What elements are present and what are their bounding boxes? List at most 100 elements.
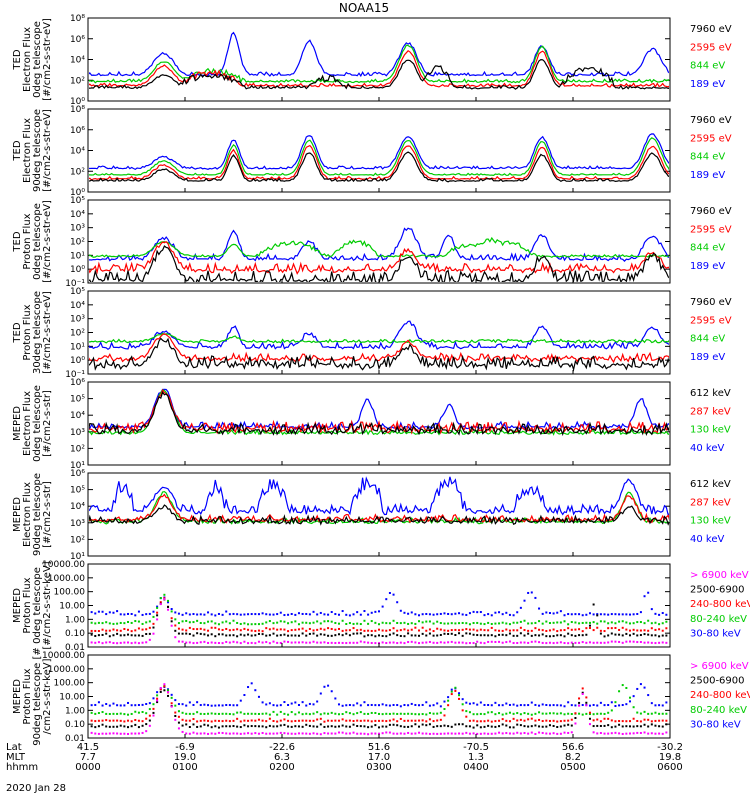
data-point [199, 732, 202, 735]
data-point [516, 629, 519, 632]
data-point [468, 628, 471, 631]
data-point [272, 725, 275, 728]
data-point [621, 725, 624, 728]
data-point [541, 629, 544, 632]
data-point [148, 724, 151, 727]
data-point [458, 697, 461, 700]
data-point [283, 614, 286, 617]
series-line [89, 137, 669, 177]
data-point [90, 633, 93, 636]
data-point [370, 611, 373, 614]
data-point [130, 720, 133, 723]
data-point [334, 732, 337, 735]
data-point [465, 628, 468, 631]
data-point [468, 702, 471, 705]
data-point [439, 732, 442, 735]
data-point [225, 725, 228, 728]
data-point [348, 725, 351, 728]
data-point [432, 720, 435, 723]
data-point [436, 613, 439, 616]
data-point [247, 613, 250, 616]
data-point [487, 711, 490, 714]
data-point [516, 723, 519, 726]
data-point [501, 723, 504, 726]
data-point [239, 642, 242, 645]
data-point [199, 725, 202, 728]
data-point [276, 634, 279, 637]
data-point [585, 621, 588, 624]
data-point [636, 731, 639, 734]
data-point [207, 629, 210, 632]
data-point [97, 634, 100, 637]
date-label: 2020 Jan 28 [6, 783, 66, 794]
y-axis-label: [#/cm2-s-str] [42, 390, 53, 457]
data-point [385, 725, 388, 728]
data-point [548, 724, 551, 727]
data-point [494, 629, 497, 632]
y-tick-label: 10⁶ [70, 126, 85, 136]
data-point [156, 694, 159, 697]
data-point [112, 719, 115, 722]
data-point [472, 633, 475, 636]
data-point [538, 607, 541, 610]
data-point [279, 628, 282, 631]
data-point [385, 635, 388, 638]
data-point [305, 634, 308, 637]
data-point [592, 725, 595, 728]
data-point [578, 697, 581, 700]
data-point [505, 641, 508, 644]
data-point [378, 719, 380, 722]
data-point [639, 621, 642, 624]
data-point [334, 613, 337, 616]
data-point [250, 719, 253, 722]
data-point [661, 704, 664, 707]
data-point [407, 632, 410, 635]
data-point [225, 627, 228, 630]
data-point [396, 621, 399, 624]
data-point [636, 629, 639, 632]
data-point [381, 713, 384, 716]
data-point [530, 640, 533, 643]
data-point [279, 710, 282, 713]
data-point [570, 731, 573, 734]
data-point [97, 610, 100, 613]
data-point [261, 701, 264, 704]
data-point [439, 633, 442, 636]
data-point [141, 731, 144, 734]
data-point [207, 641, 210, 644]
data-point [327, 712, 330, 715]
data-point [396, 712, 399, 715]
data-point [112, 628, 115, 631]
data-point [243, 694, 246, 697]
data-point [268, 634, 271, 637]
data-point [468, 725, 471, 728]
data-point [247, 628, 250, 631]
data-point [290, 732, 293, 735]
data-point [516, 704, 519, 707]
data-point [559, 732, 562, 735]
data-point [534, 712, 537, 715]
data-point [356, 632, 359, 635]
data-point [305, 719, 308, 722]
data-point [428, 620, 431, 623]
data-point [487, 640, 490, 643]
data-point [654, 711, 657, 714]
data-point [610, 613, 613, 616]
data-point [603, 724, 606, 727]
data-point [618, 613, 621, 616]
data-point [196, 701, 199, 704]
data-point [156, 611, 159, 614]
series-line [89, 151, 669, 183]
data-point [279, 620, 282, 623]
data-point [378, 610, 380, 613]
data-point [217, 633, 220, 636]
data-point [399, 732, 402, 735]
y-tick-label: 10⁴ [70, 411, 85, 421]
data-point [130, 621, 133, 624]
data-point [334, 725, 337, 728]
data-point [196, 628, 199, 631]
data-point [578, 628, 581, 631]
y-tick-label: 10² [70, 444, 85, 454]
data-point [236, 635, 239, 638]
